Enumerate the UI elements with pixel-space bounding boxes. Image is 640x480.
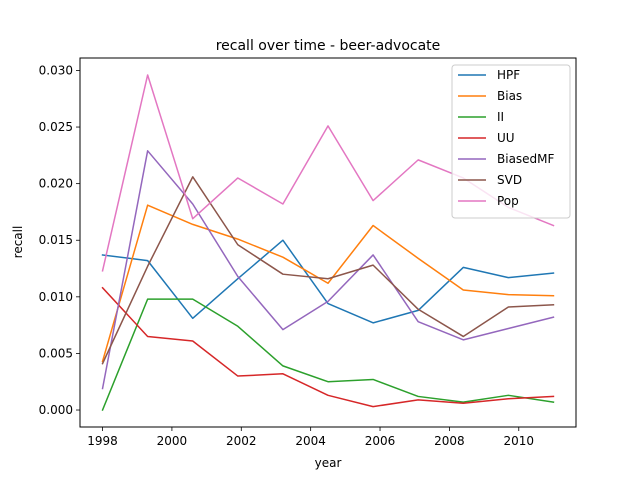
- series-line-svd: [101, 176, 555, 365]
- legend-label-uu: UU: [497, 131, 515, 145]
- y-tick-label: 0.000: [39, 403, 73, 417]
- y-axis-label: recall: [11, 226, 25, 259]
- x-tick-label: 2000: [157, 434, 188, 448]
- x-tick-label: 2008: [434, 434, 465, 448]
- series-line-uu: [101, 286, 555, 408]
- legend: HPF Bias II UU BiasedMF SVD Pop: [451, 64, 571, 219]
- y-tick-label: 0.015: [39, 233, 73, 247]
- series-line-hpf: [101, 239, 555, 324]
- plot-frame: [79, 57, 577, 428]
- series-line-biasedmf: [101, 150, 555, 390]
- x-tick-label: 2006: [365, 434, 396, 448]
- y-axis: 0.000 0.005 0.010 0.015 0.020 0.025 0.030: [39, 63, 80, 417]
- y-tick-label: 0.005: [39, 346, 73, 360]
- legend-label-bias: Bias: [497, 89, 522, 103]
- plot-lines: [101, 74, 555, 411]
- legend-label-pop: Pop: [497, 194, 519, 208]
- x-axis: 1998 2000 2002 2004 2006 2008 2010: [87, 427, 534, 448]
- x-tick-label: 1998: [87, 434, 118, 448]
- legend-label-svd: SVD: [497, 173, 522, 187]
- legend-label-ii: II: [497, 110, 504, 124]
- legend-label-hpf: HPF: [497, 68, 520, 82]
- y-tick-label: 0.020: [39, 177, 73, 191]
- series-line-ii: [101, 298, 555, 411]
- x-tick-label: 2010: [503, 434, 534, 448]
- y-tick-label: 0.010: [39, 290, 73, 304]
- series-line-bias: [101, 204, 555, 363]
- chart-title: recall over time - beer-advocate: [216, 38, 441, 54]
- legend-label-biasedmf: BiasedMF: [497, 152, 555, 166]
- x-tick-label: 2004: [295, 434, 326, 448]
- y-tick-label: 0.030: [39, 63, 73, 77]
- y-tick-label: 0.025: [39, 120, 73, 134]
- x-axis-label: year: [315, 456, 342, 470]
- x-tick-label: 2002: [226, 434, 257, 448]
